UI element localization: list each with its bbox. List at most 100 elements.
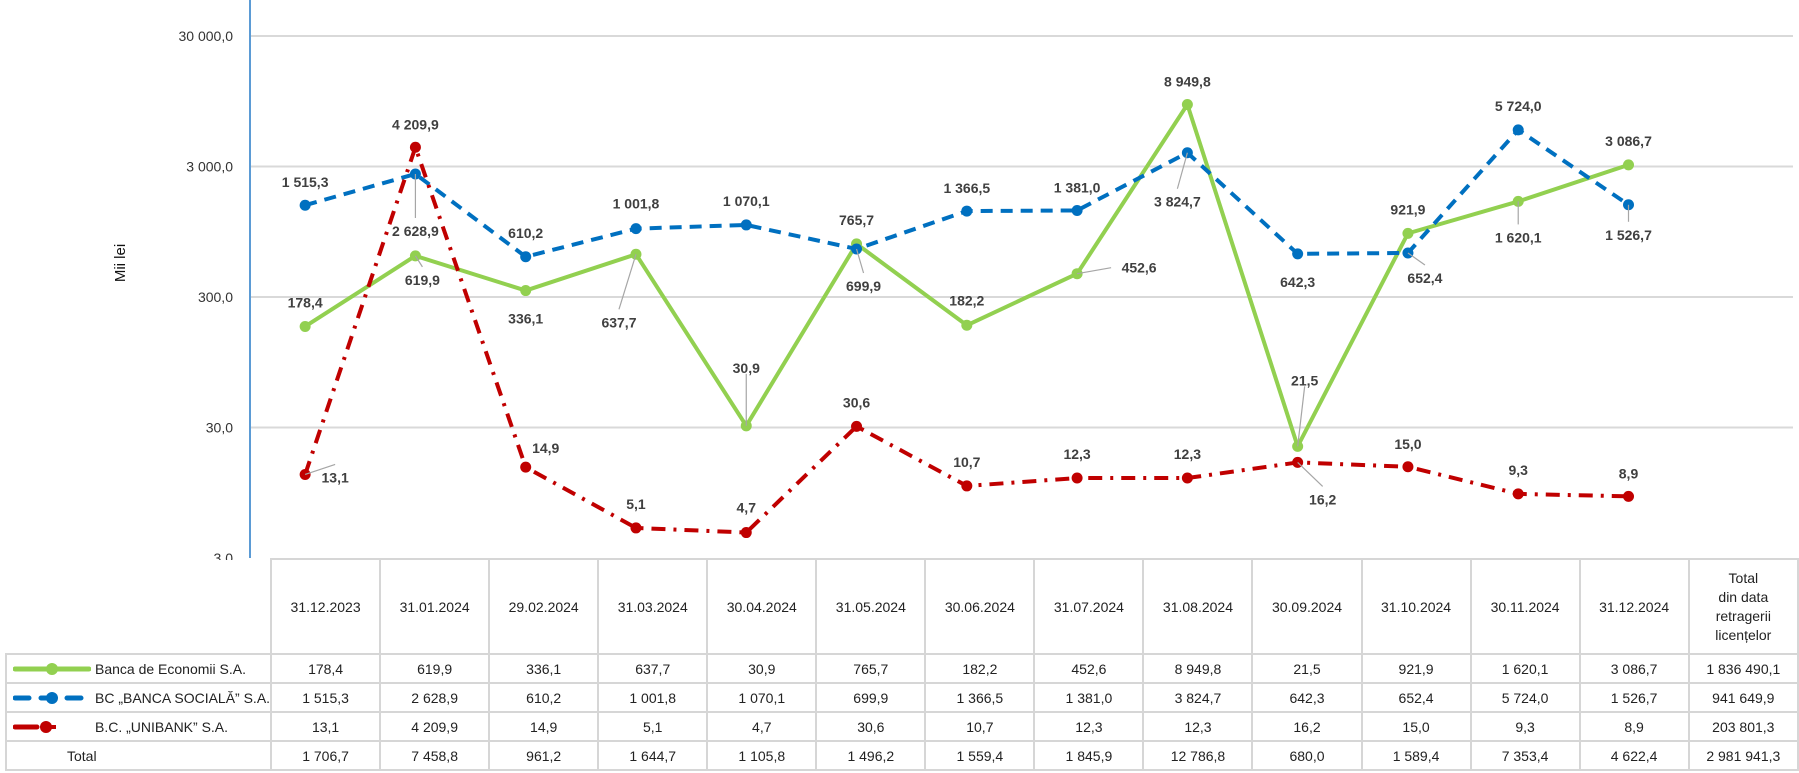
data-label: 1 001,8 bbox=[613, 196, 660, 212]
table-cell: 9,3 bbox=[1469, 711, 1581, 742]
header-line: din data bbox=[1718, 588, 1769, 605]
data-label: 3 086,7 bbox=[1605, 133, 1652, 149]
table-cell: 3 824,7 bbox=[1142, 682, 1254, 713]
table-cell: 680,0 bbox=[1251, 740, 1363, 771]
table-cell: 1 644,7 bbox=[597, 740, 709, 771]
data-point bbox=[299, 320, 311, 332]
data-label: 8 949,8 bbox=[1164, 74, 1211, 90]
data-point bbox=[299, 199, 311, 211]
table-cell: 21,5 bbox=[1251, 653, 1363, 684]
table-cell: 652,4 bbox=[1360, 682, 1472, 713]
table-cell: 1 001,8 bbox=[597, 682, 709, 713]
table-cell: 1 381,0 bbox=[1033, 682, 1145, 713]
leader-line bbox=[618, 254, 637, 310]
data-label: 1 366,5 bbox=[943, 180, 990, 196]
leader-line bbox=[414, 255, 423, 268]
y-tick-label: 30,0 bbox=[206, 420, 233, 436]
y-tick-label: 300,0 bbox=[198, 289, 233, 305]
table-cell: 1 496,2 bbox=[815, 740, 927, 771]
column-header: 31.05.2024 bbox=[815, 558, 927, 655]
table-cell: 5 724,0 bbox=[1469, 682, 1581, 713]
data-point bbox=[1512, 488, 1524, 500]
y-axis-title: Mii lei bbox=[112, 244, 129, 282]
table-cell: 1 845,9 bbox=[1033, 740, 1145, 771]
table-row: Banca de Economii S.A. 178,4 619,9 336,1 637… bbox=[4, 653, 1799, 684]
legend-key-blue-dashed-icon bbox=[13, 691, 91, 704]
legend-label: B.C. „UNIBANK” S.A. bbox=[95, 718, 229, 735]
line-chart: 3,0 30,0 300,0 3 000,0 30 000,0 Mii lei 178,4 6… bbox=[112, 0, 1793, 560]
column-header: 30.06.2024 bbox=[924, 558, 1036, 655]
table-cell: 941 649,9 bbox=[1687, 682, 1799, 713]
table-row: B.C. „UNIBANK” S.A. 13,1 4 209,9 14,9 5,1 4,7… bbox=[4, 711, 1799, 742]
leader-line bbox=[304, 463, 336, 476]
table-cell: 4 622,4 bbox=[1578, 740, 1690, 771]
data-label: 1 526,7 bbox=[1605, 227, 1652, 243]
table-cell: 1 836 490,1 bbox=[1687, 653, 1799, 684]
table-cell: 2 628,9 bbox=[379, 682, 491, 713]
table-cell: 3 086,7 bbox=[1578, 653, 1690, 684]
series-unibank bbox=[299, 141, 1634, 539]
table-cell: 1 105,8 bbox=[706, 740, 818, 771]
data-point bbox=[961, 480, 973, 492]
leader-line bbox=[1407, 252, 1426, 266]
data-label: 12,3 bbox=[1174, 446, 1201, 462]
y-tick-label: 30 000,0 bbox=[179, 28, 234, 44]
header-line: retragerii bbox=[1715, 607, 1771, 624]
data-point bbox=[1623, 490, 1634, 502]
table-cell: 8,9 bbox=[1578, 711, 1690, 742]
data-table: 31.12.2023 31.01.2024 29.02.2024 31.03.2024… bbox=[4, 558, 1799, 771]
table-cell: 30,9 bbox=[706, 653, 818, 684]
table-cell: 5,1 bbox=[597, 711, 709, 742]
table-cell: 1 366,5 bbox=[924, 682, 1036, 713]
column-header: 31.07.2024 bbox=[1033, 558, 1145, 655]
column-header: 30.09.2024 bbox=[1251, 558, 1363, 655]
table-cell: 178,4 bbox=[270, 653, 382, 684]
series-line-unibank bbox=[303, 145, 1629, 535]
table-cell: 610,2 bbox=[488, 682, 600, 713]
table-cell: 15,0 bbox=[1360, 711, 1472, 742]
table-cell: 30,6 bbox=[815, 711, 927, 742]
data-label: 14,9 bbox=[532, 440, 559, 456]
column-header: 29.02.2024 bbox=[488, 558, 600, 655]
table-cell: 1 526,7 bbox=[1578, 682, 1690, 713]
data-point bbox=[520, 251, 532, 263]
leader-line bbox=[1297, 461, 1324, 487]
leader-line bbox=[1297, 386, 1306, 447]
data-label: 921,9 bbox=[1390, 201, 1425, 217]
leader-line bbox=[855, 248, 865, 274]
data-label: 182,2 bbox=[949, 292, 984, 308]
data-point bbox=[409, 141, 421, 153]
table-cell: 12,3 bbox=[1033, 711, 1145, 742]
data-label: 642,3 bbox=[1280, 274, 1315, 290]
column-header: 30.11.2024 bbox=[1469, 558, 1581, 655]
series-banca-de-economii bbox=[299, 99, 1634, 452]
data-point bbox=[961, 205, 973, 217]
table-cell: 1 515,3 bbox=[270, 682, 382, 713]
leader-line bbox=[1076, 267, 1112, 275]
column-header: 31.08.2024 bbox=[1142, 558, 1254, 655]
column-header: 31.01.2024 bbox=[379, 558, 491, 655]
row-label-cell: Banca de Economii S.A. bbox=[4, 653, 273, 684]
data-label: 13,1 bbox=[322, 469, 349, 485]
data-label: 637,7 bbox=[601, 314, 636, 330]
data-point bbox=[961, 319, 973, 331]
column-header: 30.04.2024 bbox=[706, 558, 818, 655]
data-label: 1 515,3 bbox=[282, 174, 329, 190]
data-label: 1 620,1 bbox=[1495, 229, 1542, 245]
data-label: 5 724,0 bbox=[1495, 98, 1542, 114]
data-label: 8,9 bbox=[1619, 465, 1639, 481]
table-cell: 16,2 bbox=[1251, 711, 1363, 742]
table-cell: 637,7 bbox=[597, 653, 709, 684]
data-label: 30,9 bbox=[733, 360, 760, 376]
y-tick-label: 3,0 bbox=[214, 550, 234, 560]
data-point bbox=[851, 420, 863, 432]
table-cell: 765,7 bbox=[815, 653, 927, 684]
data-point bbox=[630, 223, 642, 235]
data-point bbox=[1071, 204, 1083, 216]
column-header: 31.10.2024 bbox=[1360, 558, 1472, 655]
header-line: licențelor bbox=[1715, 626, 1772, 643]
data-label: 1 070,1 bbox=[723, 193, 770, 209]
data-label: 4,7 bbox=[737, 500, 757, 516]
table-cell: 336,1 bbox=[488, 653, 600, 684]
data-label: 2 628,9 bbox=[392, 223, 439, 239]
